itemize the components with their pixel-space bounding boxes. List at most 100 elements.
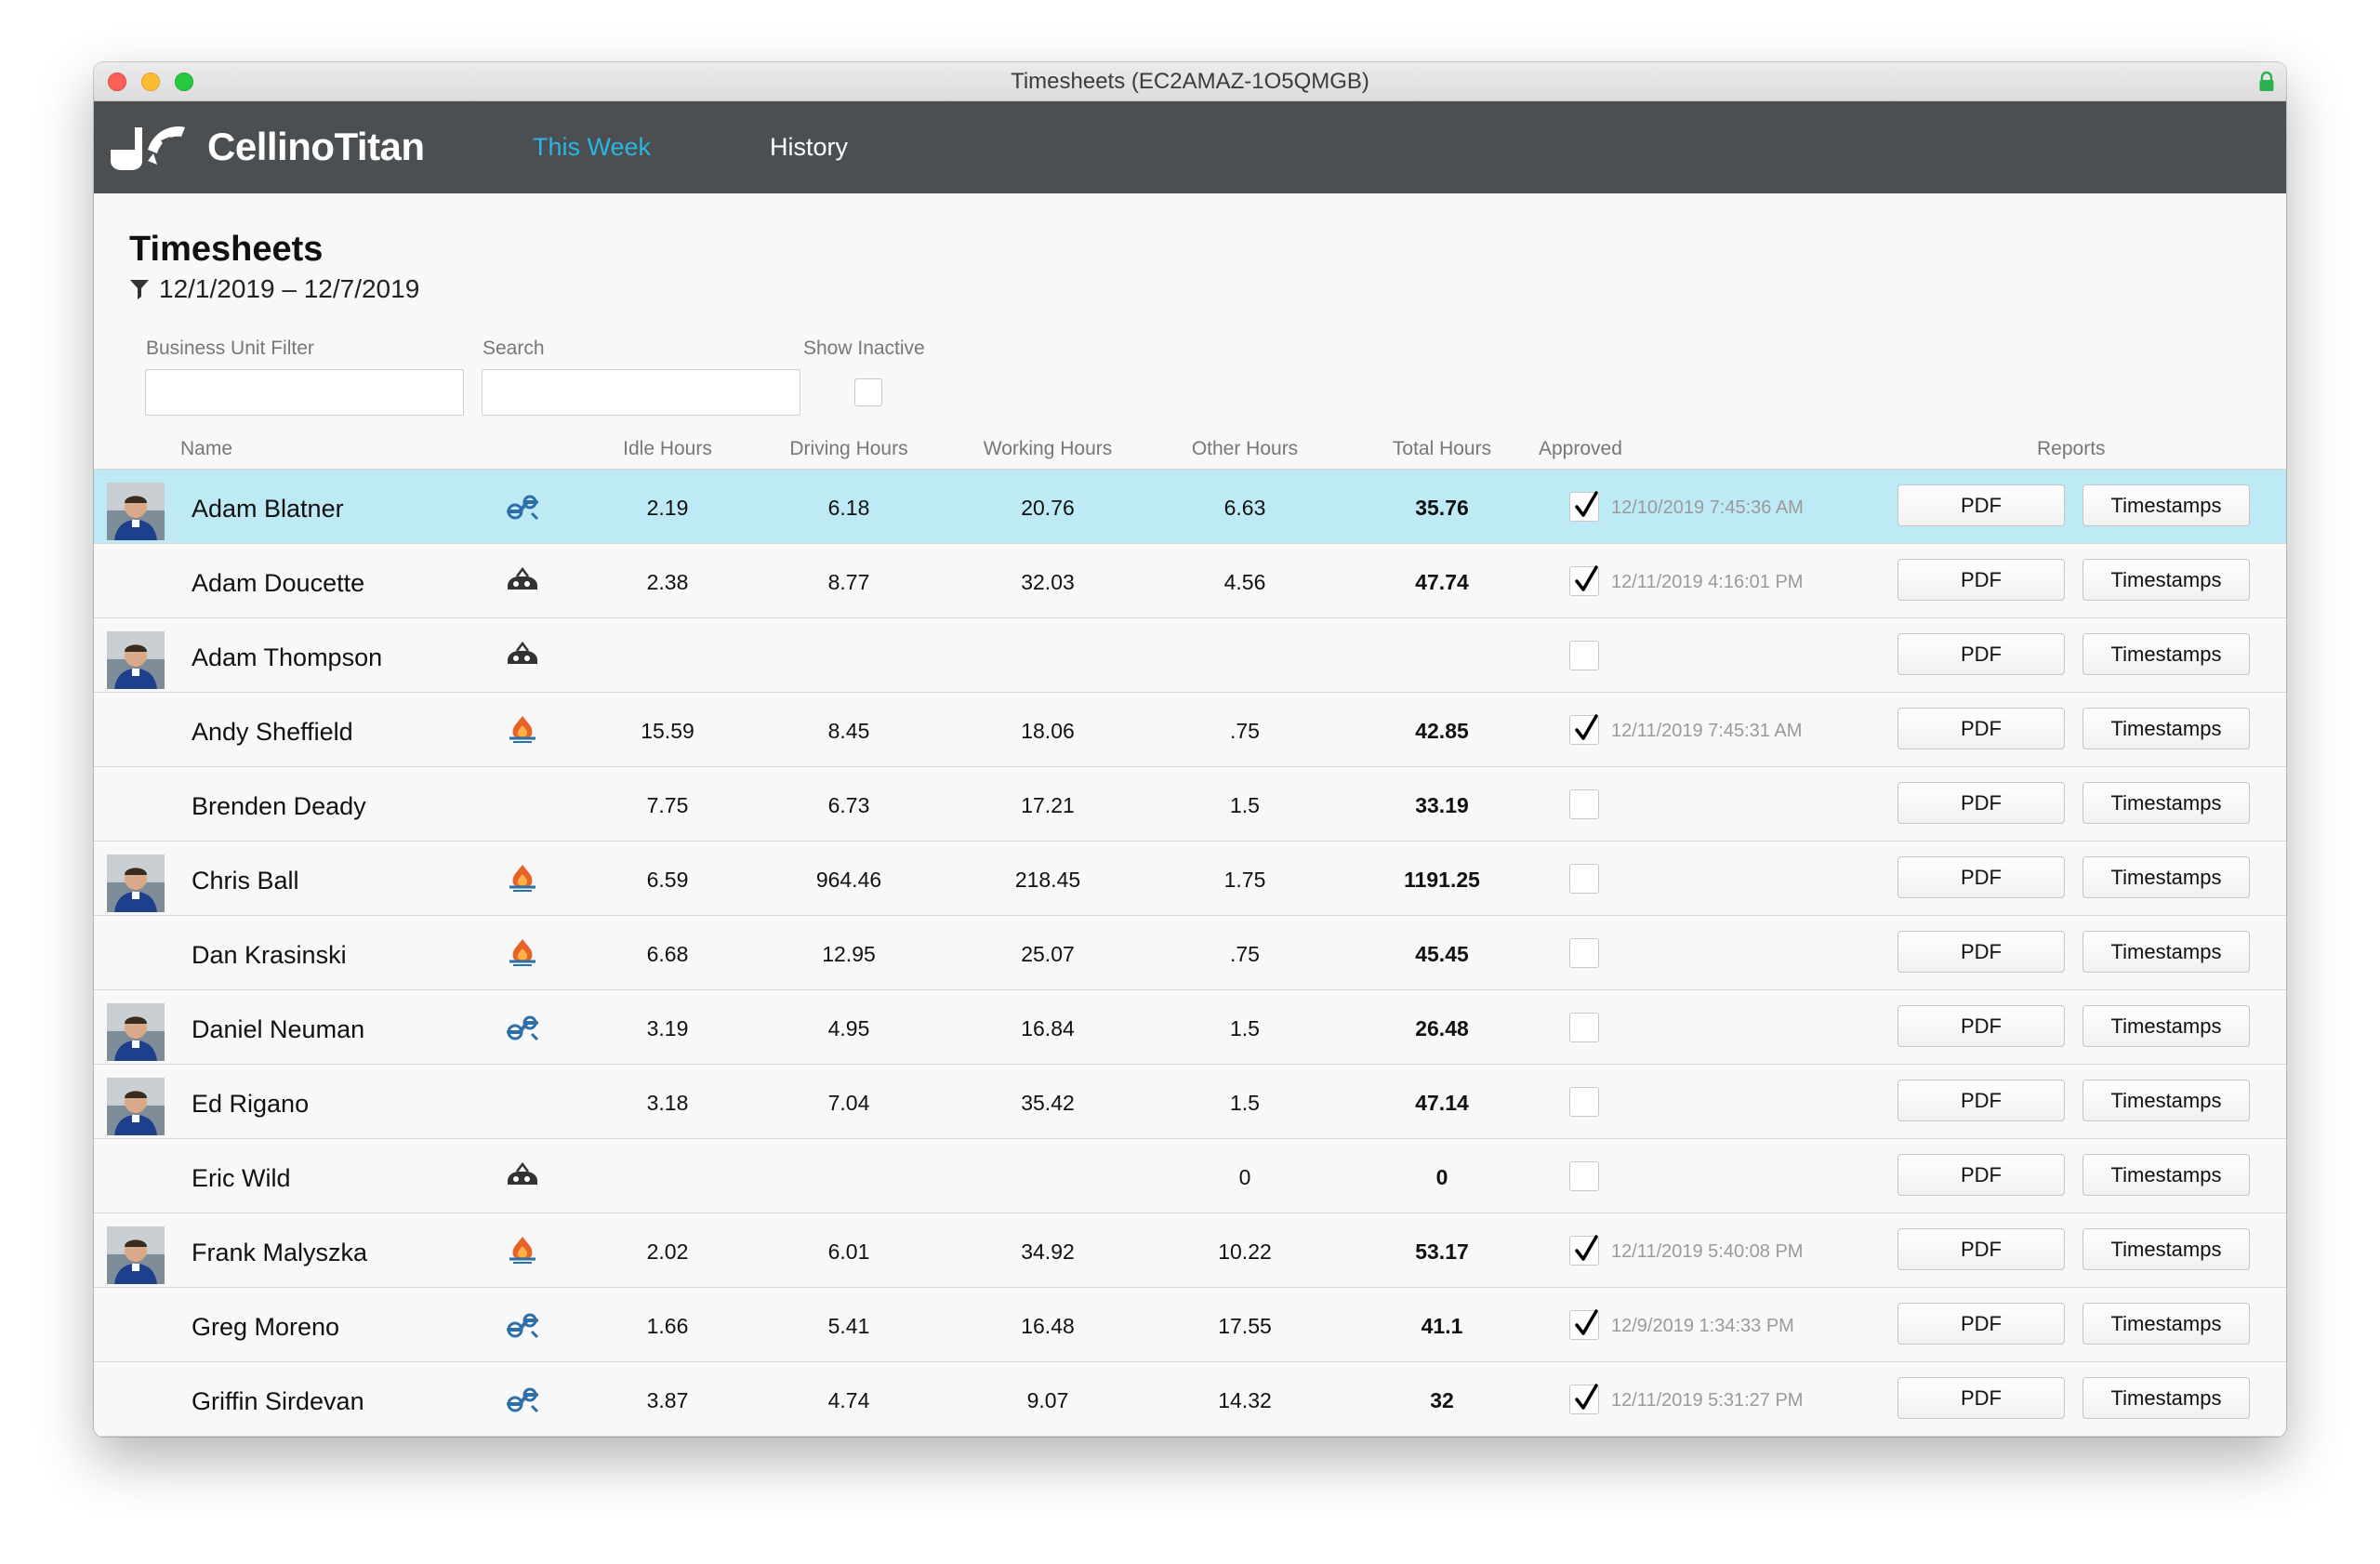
timestamps-report-button[interactable]: Timestamps bbox=[2082, 633, 2250, 675]
approved-checkbox[interactable] bbox=[1569, 1013, 1599, 1042]
plumbing-icon bbox=[504, 1309, 541, 1339]
driving-hours-cell: 5.41 bbox=[827, 1314, 870, 1338]
idle-hours-cell: 2.38 bbox=[646, 570, 689, 594]
total-hours-cell: 1191.25 bbox=[1404, 868, 1480, 892]
table-row[interactable]: Griffin Sirdevan 3.87 4.74 9.07 14.32 32 12/11… bbox=[94, 1362, 2286, 1437]
approved-checkbox[interactable] bbox=[1569, 565, 1599, 596]
approved-checkbox[interactable] bbox=[1569, 938, 1599, 968]
table-row[interactable]: Chris Ball 6.59 964.46 218.45 1.75 1191.25 PDF… bbox=[94, 842, 2286, 916]
timestamps-report-button[interactable]: Timestamps bbox=[2082, 856, 2250, 898]
table-row[interactable]: Ed Rigano 3.18 7.04 35.42 1.5 47.14 PDF Timesta… bbox=[94, 1065, 2286, 1139]
table-row[interactable]: Brenden Deady 7.75 6.73 17.21 1.5 33.19 PDF Tim… bbox=[94, 767, 2286, 842]
employee-avatar bbox=[107, 1078, 165, 1135]
table-row[interactable]: Daniel Neuman 3.19 4.95 16.84 1.5 26.48 PDF Tim… bbox=[94, 990, 2286, 1065]
pdf-report-button[interactable]: PDF bbox=[1897, 1080, 2065, 1121]
pdf-report-button[interactable]: PDF bbox=[1897, 1154, 2065, 1196]
table-row[interactable]: Adam Doucette 2.38 8.77 32.03 4.56 47.74 12/11… bbox=[94, 544, 2286, 618]
drain-icon bbox=[504, 1160, 541, 1190]
table-row[interactable]: Adam Blatner 2.19 6.18 20.76 6.63 35.76 12/10/… bbox=[94, 470, 2286, 544]
idle-hours-cell: 3.87 bbox=[646, 1388, 689, 1412]
table-row[interactable]: Adam Thompson PDF Timestamps bbox=[94, 618, 2286, 693]
table-row[interactable]: Dan Krasinski 6.68 12.95 25.07 .75 45.45 PDF Ti… bbox=[94, 916, 2286, 990]
working-hours-cell: 16.84 bbox=[1021, 1016, 1075, 1040]
timestamps-report-button[interactable]: Timestamps bbox=[2082, 782, 2250, 824]
approved-checkbox[interactable] bbox=[1569, 1309, 1599, 1340]
business-unit-filter-input[interactable] bbox=[145, 369, 464, 416]
timestamps-report-button[interactable]: Timestamps bbox=[2082, 1005, 2250, 1047]
search-input[interactable] bbox=[482, 369, 800, 416]
pdf-report-button[interactable]: PDF bbox=[1897, 856, 2065, 898]
approved-checkbox[interactable] bbox=[1569, 491, 1599, 522]
pdf-report-button[interactable]: PDF bbox=[1897, 708, 2065, 749]
pdf-report-button[interactable]: PDF bbox=[1897, 1377, 2065, 1419]
header-idle-hours: Idle Hours bbox=[623, 438, 712, 459]
timestamps-report-button[interactable]: Timestamps bbox=[2082, 1228, 2250, 1270]
driving-hours-cell: 4.95 bbox=[827, 1016, 870, 1040]
approved-checkbox[interactable] bbox=[1569, 1384, 1599, 1414]
approved-checkbox[interactable] bbox=[1569, 714, 1599, 745]
header-total-hours: Total Hours bbox=[1392, 438, 1492, 459]
search-label: Search bbox=[483, 338, 545, 359]
approved-checkbox[interactable] bbox=[1569, 641, 1599, 670]
other-hours-cell: 1.5 bbox=[1230, 1091, 1260, 1115]
working-hours-cell: 35.42 bbox=[1021, 1091, 1075, 1115]
total-hours-cell: 47.74 bbox=[1415, 570, 1469, 594]
driving-hours-cell: 6.01 bbox=[827, 1239, 870, 1264]
title-bar: Timesheets (EC2AMAZ-1O5QMGB) bbox=[94, 62, 2286, 101]
plumbing-icon bbox=[504, 1012, 541, 1041]
approved-checkbox[interactable] bbox=[1569, 1087, 1599, 1117]
table-row[interactable]: Greg Moreno 1.66 5.41 16.48 17.55 41.1 12/9/20… bbox=[94, 1288, 2286, 1362]
pdf-report-button[interactable]: PDF bbox=[1897, 782, 2065, 824]
maximize-window-button[interactable] bbox=[175, 73, 193, 91]
working-hours-cell: 9.07 bbox=[1026, 1388, 1069, 1412]
tab-history[interactable]: History bbox=[770, 133, 849, 161]
show-inactive-checkbox[interactable] bbox=[854, 378, 882, 406]
timestamps-report-button[interactable]: Timestamps bbox=[2082, 1154, 2250, 1196]
date-range-filter[interactable]: 12/1/2019 – 12/7/2019 bbox=[129, 274, 419, 304]
total-hours-cell: 41.1 bbox=[1421, 1314, 1463, 1338]
timestamps-report-button[interactable]: Timestamps bbox=[2082, 1080, 2250, 1121]
timesheet-table: Adam Blatner 2.19 6.18 20.76 6.63 35.76 12/10/… bbox=[94, 469, 2286, 1437]
header-name: Name bbox=[180, 438, 233, 459]
pdf-report-button[interactable]: PDF bbox=[1897, 633, 2065, 675]
timestamps-report-button[interactable]: Timestamps bbox=[2082, 559, 2250, 601]
approved-checkbox[interactable] bbox=[1569, 1161, 1599, 1191]
timestamps-report-button[interactable]: Timestamps bbox=[2082, 931, 2250, 973]
timestamps-report-button[interactable]: Timestamps bbox=[2082, 1377, 2250, 1419]
hvac-flame-icon bbox=[504, 937, 541, 967]
pdf-report-button[interactable]: PDF bbox=[1897, 559, 2065, 601]
employee-name: Adam Doucette bbox=[192, 569, 365, 597]
employee-name: Daniel Neuman bbox=[192, 1015, 365, 1043]
timestamps-report-button[interactable]: Timestamps bbox=[2082, 708, 2250, 749]
employee-avatar bbox=[107, 855, 165, 912]
working-hours-cell: 16.48 bbox=[1021, 1314, 1075, 1338]
timestamps-report-button[interactable]: Timestamps bbox=[2082, 484, 2250, 526]
tab-this-week[interactable]: This Week bbox=[533, 133, 652, 161]
other-hours-cell: 4.56 bbox=[1223, 570, 1266, 594]
header-other-hours: Other Hours bbox=[1191, 438, 1299, 459]
approved-checkbox[interactable] bbox=[1569, 864, 1599, 894]
pdf-report-button[interactable]: PDF bbox=[1897, 1005, 2065, 1047]
approved-checkbox[interactable] bbox=[1569, 789, 1599, 819]
employee-name: Chris Ball bbox=[192, 867, 299, 895]
table-row[interactable]: Andy Sheffield 15.59 8.45 18.06 .75 42.85 12/1… bbox=[94, 693, 2286, 767]
approved-checkbox[interactable] bbox=[1569, 1235, 1599, 1266]
table-row[interactable]: Eric Wild 0 0 PDF Timestamps bbox=[94, 1139, 2286, 1213]
hvac-flame-icon bbox=[504, 1235, 541, 1265]
pdf-report-button[interactable]: PDF bbox=[1897, 1228, 2065, 1270]
idle-hours-cell: 6.59 bbox=[646, 868, 689, 892]
working-hours-cell: 34.92 bbox=[1021, 1239, 1075, 1264]
close-window-button[interactable] bbox=[108, 73, 126, 91]
driving-hours-cell: 8.45 bbox=[827, 719, 870, 743]
working-hours-cell: 18.06 bbox=[1021, 719, 1075, 743]
idle-hours-cell: 3.19 bbox=[646, 1016, 689, 1040]
table-row[interactable]: Frank Malyszka 2.02 6.01 34.92 10.22 53.17 12/… bbox=[94, 1213, 2286, 1288]
pdf-report-button[interactable]: PDF bbox=[1897, 1303, 2065, 1345]
timestamps-report-button[interactable]: Timestamps bbox=[2082, 1303, 2250, 1345]
minimize-window-button[interactable] bbox=[141, 73, 160, 91]
driving-hours-cell: 7.04 bbox=[827, 1091, 870, 1115]
idle-hours-cell: 7.75 bbox=[646, 793, 689, 817]
pdf-report-button[interactable]: PDF bbox=[1897, 484, 2065, 526]
total-hours-cell: 47.14 bbox=[1415, 1091, 1469, 1115]
pdf-report-button[interactable]: PDF bbox=[1897, 931, 2065, 973]
